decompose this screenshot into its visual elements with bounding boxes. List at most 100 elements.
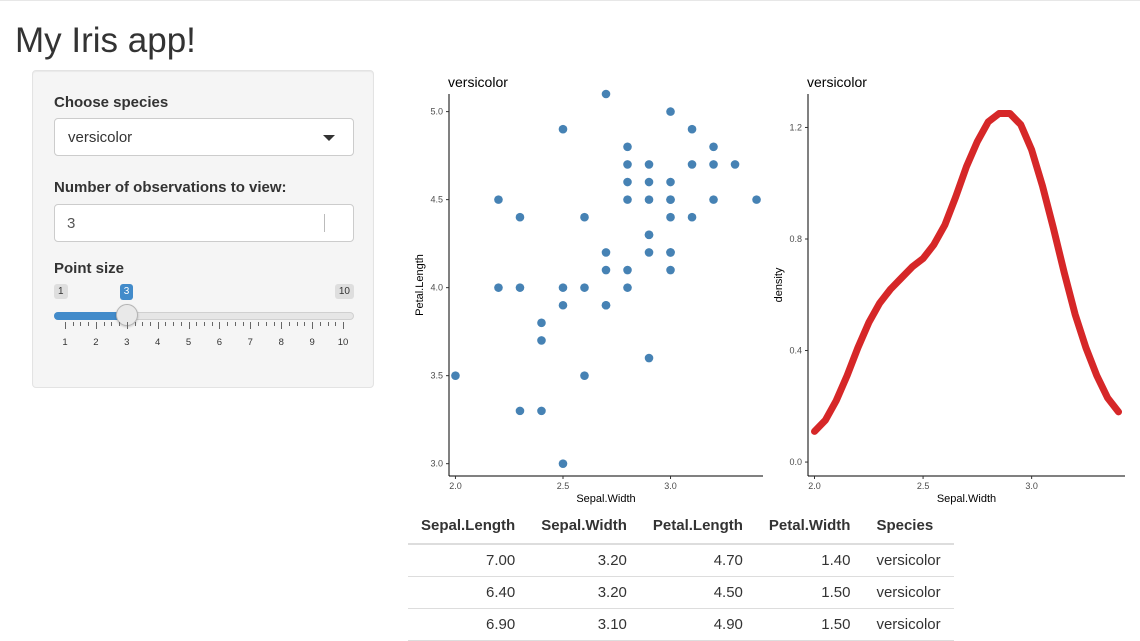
slider-tick-label: 4 [155, 337, 161, 348]
slider-tick [111, 322, 113, 326]
slider-tick [296, 322, 298, 326]
scatter-point [644, 230, 654, 240]
scatter-point [623, 142, 632, 152]
table-cell: 1.50 [755, 608, 864, 641]
chart-title: versicolor [448, 74, 508, 90]
scatter-chart: versicolor 2.0 2.5 3.0 3.0 3.5 4.0 4.5 5.0 Sepal.… [414, 74, 763, 505]
y-tick-label: 3.5 [430, 371, 443, 381]
y-axis-label: Petal.Length [414, 254, 426, 316]
column-header: Sepal.Width [528, 508, 640, 545]
scatter-point [644, 353, 654, 363]
slider-tick [95, 322, 97, 329]
table-cell: 6.90 [408, 608, 529, 641]
point-size-label: Point size [54, 260, 125, 277]
slider-tick [288, 322, 290, 326]
scatter-point [494, 195, 503, 204]
slider-tick [273, 322, 275, 326]
scatter-point [515, 406, 525, 416]
slider-tick [196, 322, 198, 326]
density-chart: versicolor 2.0 2.5 3.0 0.0 0.4 0.8 1.2 Sepal.Wid… [773, 74, 1125, 505]
slider-tick-label: 2 [93, 337, 99, 348]
scatter-point [537, 318, 546, 328]
scatter-point [601, 265, 611, 275]
x-tick-label: 2.5 [557, 481, 570, 491]
x-axis-label: Sepal.Width [576, 493, 635, 505]
slider-tick [204, 322, 205, 326]
scatter-point [451, 371, 460, 380]
slider-tick [142, 322, 144, 326]
slider-tick-label: 6 [216, 337, 223, 348]
spinner-icon [324, 214, 325, 232]
x-tick-label: 2.0 [449, 481, 462, 491]
y-tick-label: 0.4 [789, 346, 802, 356]
slider-tick [265, 322, 267, 326]
scatter-point [666, 177, 675, 187]
slider-max-label: 10 [334, 284, 354, 299]
y-tick-label: 4.0 [430, 283, 443, 293]
y-tick-label: 1.2 [789, 122, 802, 132]
x-tick-label: 3.0 [1025, 481, 1038, 491]
scatter-point [644, 248, 654, 257]
scatter-point [709, 160, 718, 169]
table-row: 6.40 3.20 4.50 1.50 versicolor [408, 576, 954, 609]
obs-input[interactable] [54, 204, 354, 242]
slider-tick [173, 322, 175, 326]
scatter-point [666, 107, 675, 116]
slider-tick [80, 322, 82, 326]
scatter-point [687, 124, 697, 134]
page-title: My Iris app! [15, 21, 196, 60]
species-select[interactable]: versicolor [54, 118, 354, 156]
table-cell: 3.20 [528, 576, 640, 609]
density-line [811, 110, 1122, 435]
slider-tick [188, 322, 190, 329]
table-cell: 4.90 [639, 608, 756, 641]
scatter-point [752, 195, 761, 204]
column-header: Petal.Length [639, 508, 756, 545]
slider-fill [54, 312, 127, 320]
scatter-point [580, 371, 589, 380]
column-header: Petal.Width [755, 508, 864, 545]
scatter-point [558, 459, 568, 468]
scatter-point [580, 283, 589, 292]
y-tick-label: 5.0 [430, 107, 443, 117]
scatter-point [537, 336, 546, 345]
species-select-value: versicolor [68, 129, 133, 146]
scatter-point [709, 195, 718, 204]
table-cell: versicolor [863, 576, 954, 609]
scatter-point [623, 177, 632, 187]
table-cell: 1.40 [755, 544, 864, 577]
caret-down-icon [323, 135, 335, 141]
slider-tick [72, 322, 74, 326]
point-size-slider[interactable]: 1 10 3 1 2 3 4 5 6 7 8 9 10 [54, 284, 354, 354]
scatter-point [623, 195, 632, 204]
scatter-point [558, 283, 568, 292]
slider-tick [234, 322, 236, 326]
y-tick-label: 3.0 [430, 459, 443, 469]
slider-tick [319, 322, 321, 326]
table-body: 7.00 3.20 4.70 1.40 versicolor 6.40 3.20 4.50 1.… [408, 544, 954, 641]
slider-tick [335, 322, 337, 326]
column-header: Species [863, 508, 954, 545]
x-tick-label: 2.5 [917, 481, 930, 491]
slider-tick [327, 322, 329, 326]
species-label: Choose species [54, 94, 169, 111]
scatter-point [644, 177, 654, 187]
slider-tick-label: 3 [124, 337, 130, 348]
slider-tick [65, 322, 66, 329]
table-cell: versicolor [863, 608, 954, 641]
slider-tick [343, 322, 344, 329]
table-cell: 4.50 [639, 576, 756, 609]
column-header: Sepal.Length [408, 508, 529, 545]
table-cell: versicolor [863, 544, 954, 577]
scatter-point [537, 406, 546, 416]
slider-tick [219, 322, 221, 329]
table-row: 6.90 3.10 4.90 1.50 versicolor [408, 608, 954, 641]
slider-tick [103, 322, 105, 326]
slider-tick [134, 322, 136, 326]
slider-value-label: 3 [119, 284, 134, 300]
scatter-point [601, 89, 611, 99]
scatter-point [580, 212, 589, 222]
slider-tick [281, 322, 283, 329]
slider-tick [165, 322, 167, 326]
sidebar-panel: Choose species versicolor Number of obse… [32, 70, 374, 388]
